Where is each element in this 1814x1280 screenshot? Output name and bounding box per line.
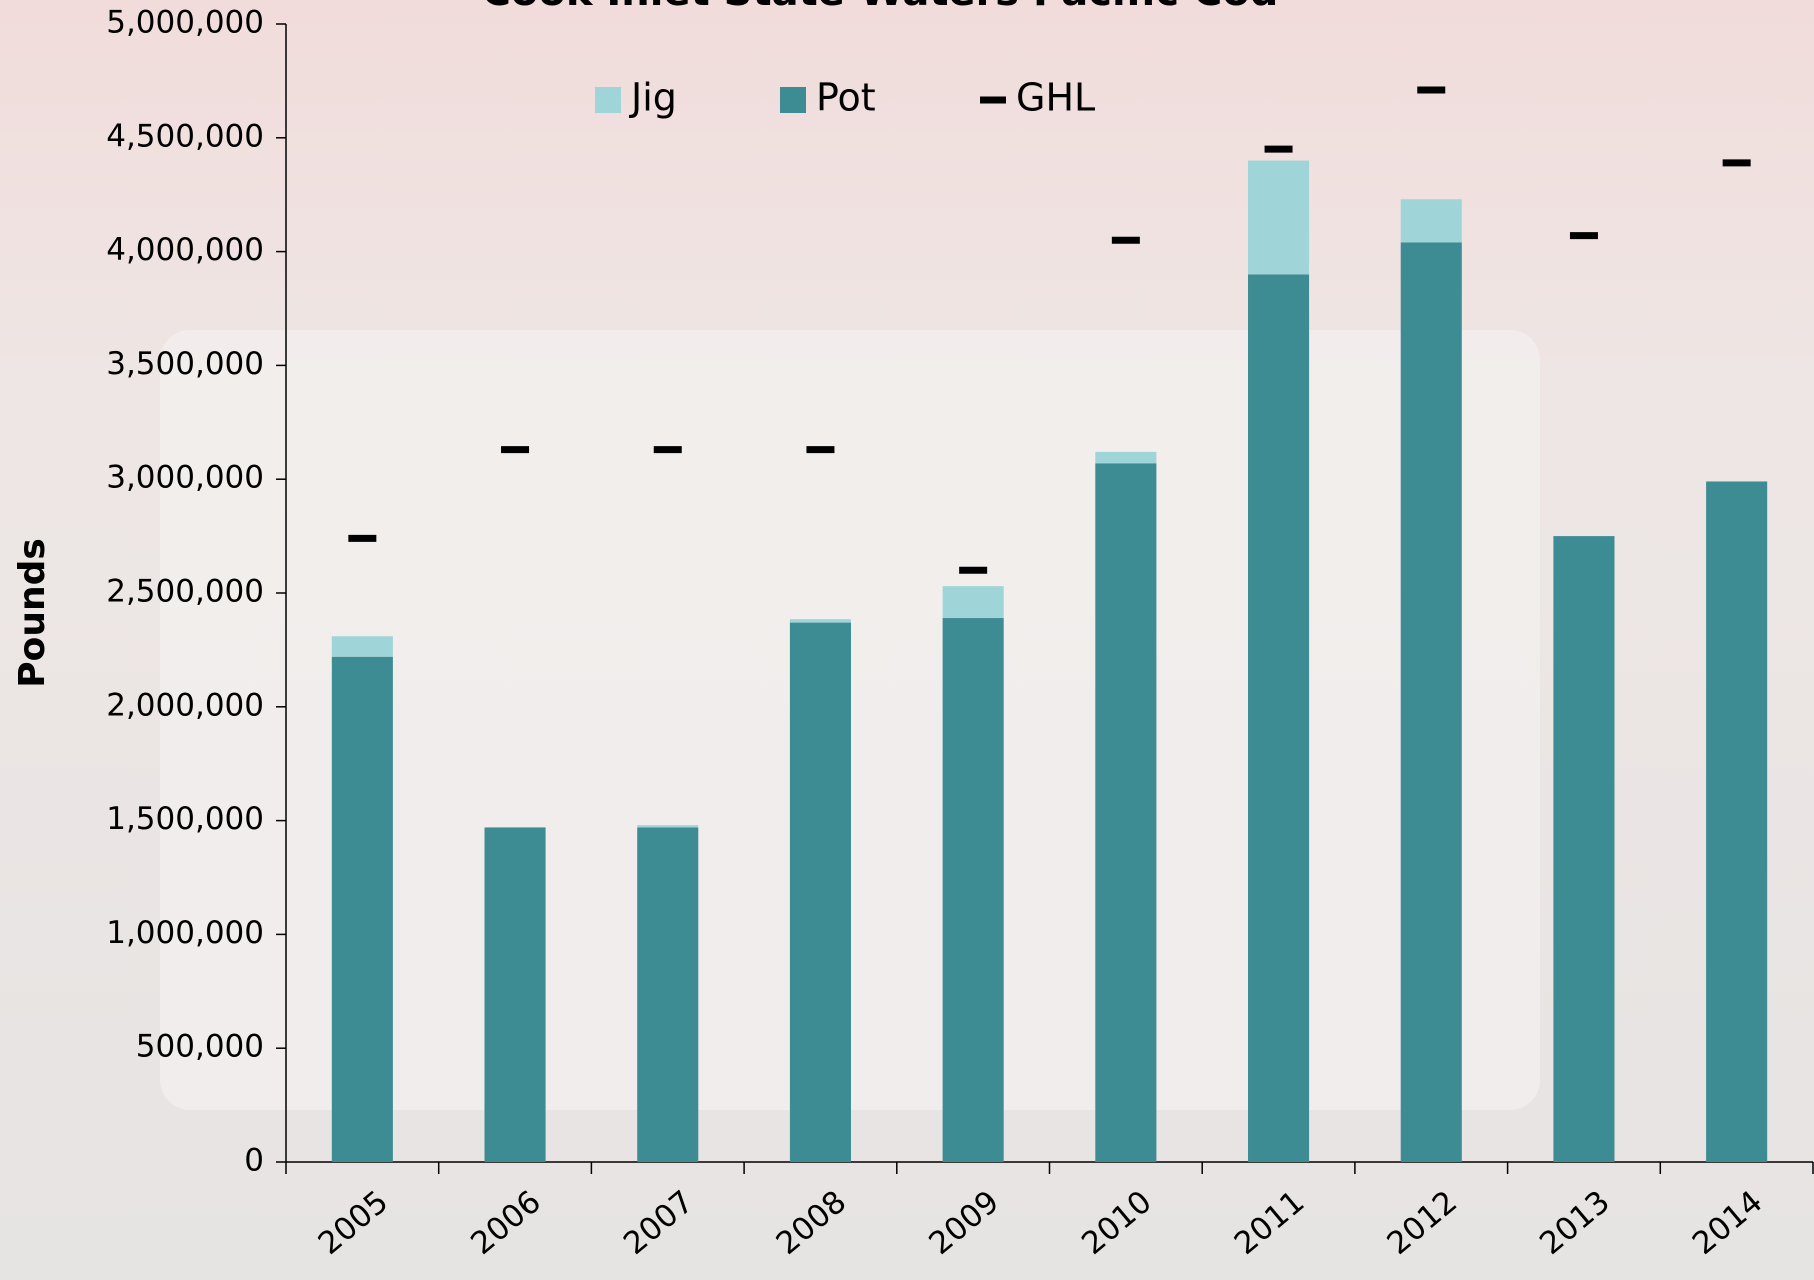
bar-segment bbox=[1400, 199, 1462, 243]
y-tick-label: 4,500,000 bbox=[106, 118, 264, 154]
legend-swatch bbox=[780, 87, 806, 113]
y-axis-label: Pounds bbox=[12, 538, 53, 688]
bar-segment bbox=[789, 619, 851, 623]
bar-segment bbox=[942, 586, 1004, 619]
bar-segment bbox=[1400, 242, 1462, 1163]
legend-swatch bbox=[595, 87, 621, 113]
bar-segment bbox=[331, 636, 393, 657]
bar-segment bbox=[1248, 160, 1310, 275]
bar-segment bbox=[1095, 463, 1157, 1162]
chart-title: Cook Inlet State-Waters Pacific Cod bbox=[482, 0, 1279, 15]
y-tick-label: 3,500,000 bbox=[106, 346, 264, 382]
y-tick-label: 5,000,000 bbox=[106, 5, 264, 41]
legend-label: GHL bbox=[1016, 76, 1095, 120]
bar-segment bbox=[942, 618, 1004, 1162]
bar-segment bbox=[1706, 481, 1768, 1162]
y-tick-label: 1,500,000 bbox=[106, 801, 264, 837]
bar-segment bbox=[637, 825, 699, 828]
y-tick-label: 2,500,000 bbox=[106, 574, 264, 610]
bar-segment bbox=[1095, 451, 1157, 464]
legend-label: Pot bbox=[816, 76, 876, 120]
y-tick-label: 2,000,000 bbox=[106, 687, 264, 723]
bar-segment bbox=[331, 656, 393, 1162]
bar-segment bbox=[1553, 536, 1615, 1162]
bar-segment bbox=[789, 622, 851, 1162]
y-tick-label: 3,000,000 bbox=[106, 460, 264, 496]
bar-segment bbox=[484, 827, 546, 1162]
y-tick-label: 4,000,000 bbox=[106, 232, 264, 268]
bar-segment bbox=[637, 827, 699, 1162]
y-tick-label: 0 bbox=[244, 1143, 264, 1179]
y-tick-label: 1,000,000 bbox=[106, 915, 264, 951]
bar-segment bbox=[1248, 274, 1310, 1162]
legend-label: Jig bbox=[629, 76, 677, 120]
y-tick-label: 500,000 bbox=[136, 1029, 264, 1065]
